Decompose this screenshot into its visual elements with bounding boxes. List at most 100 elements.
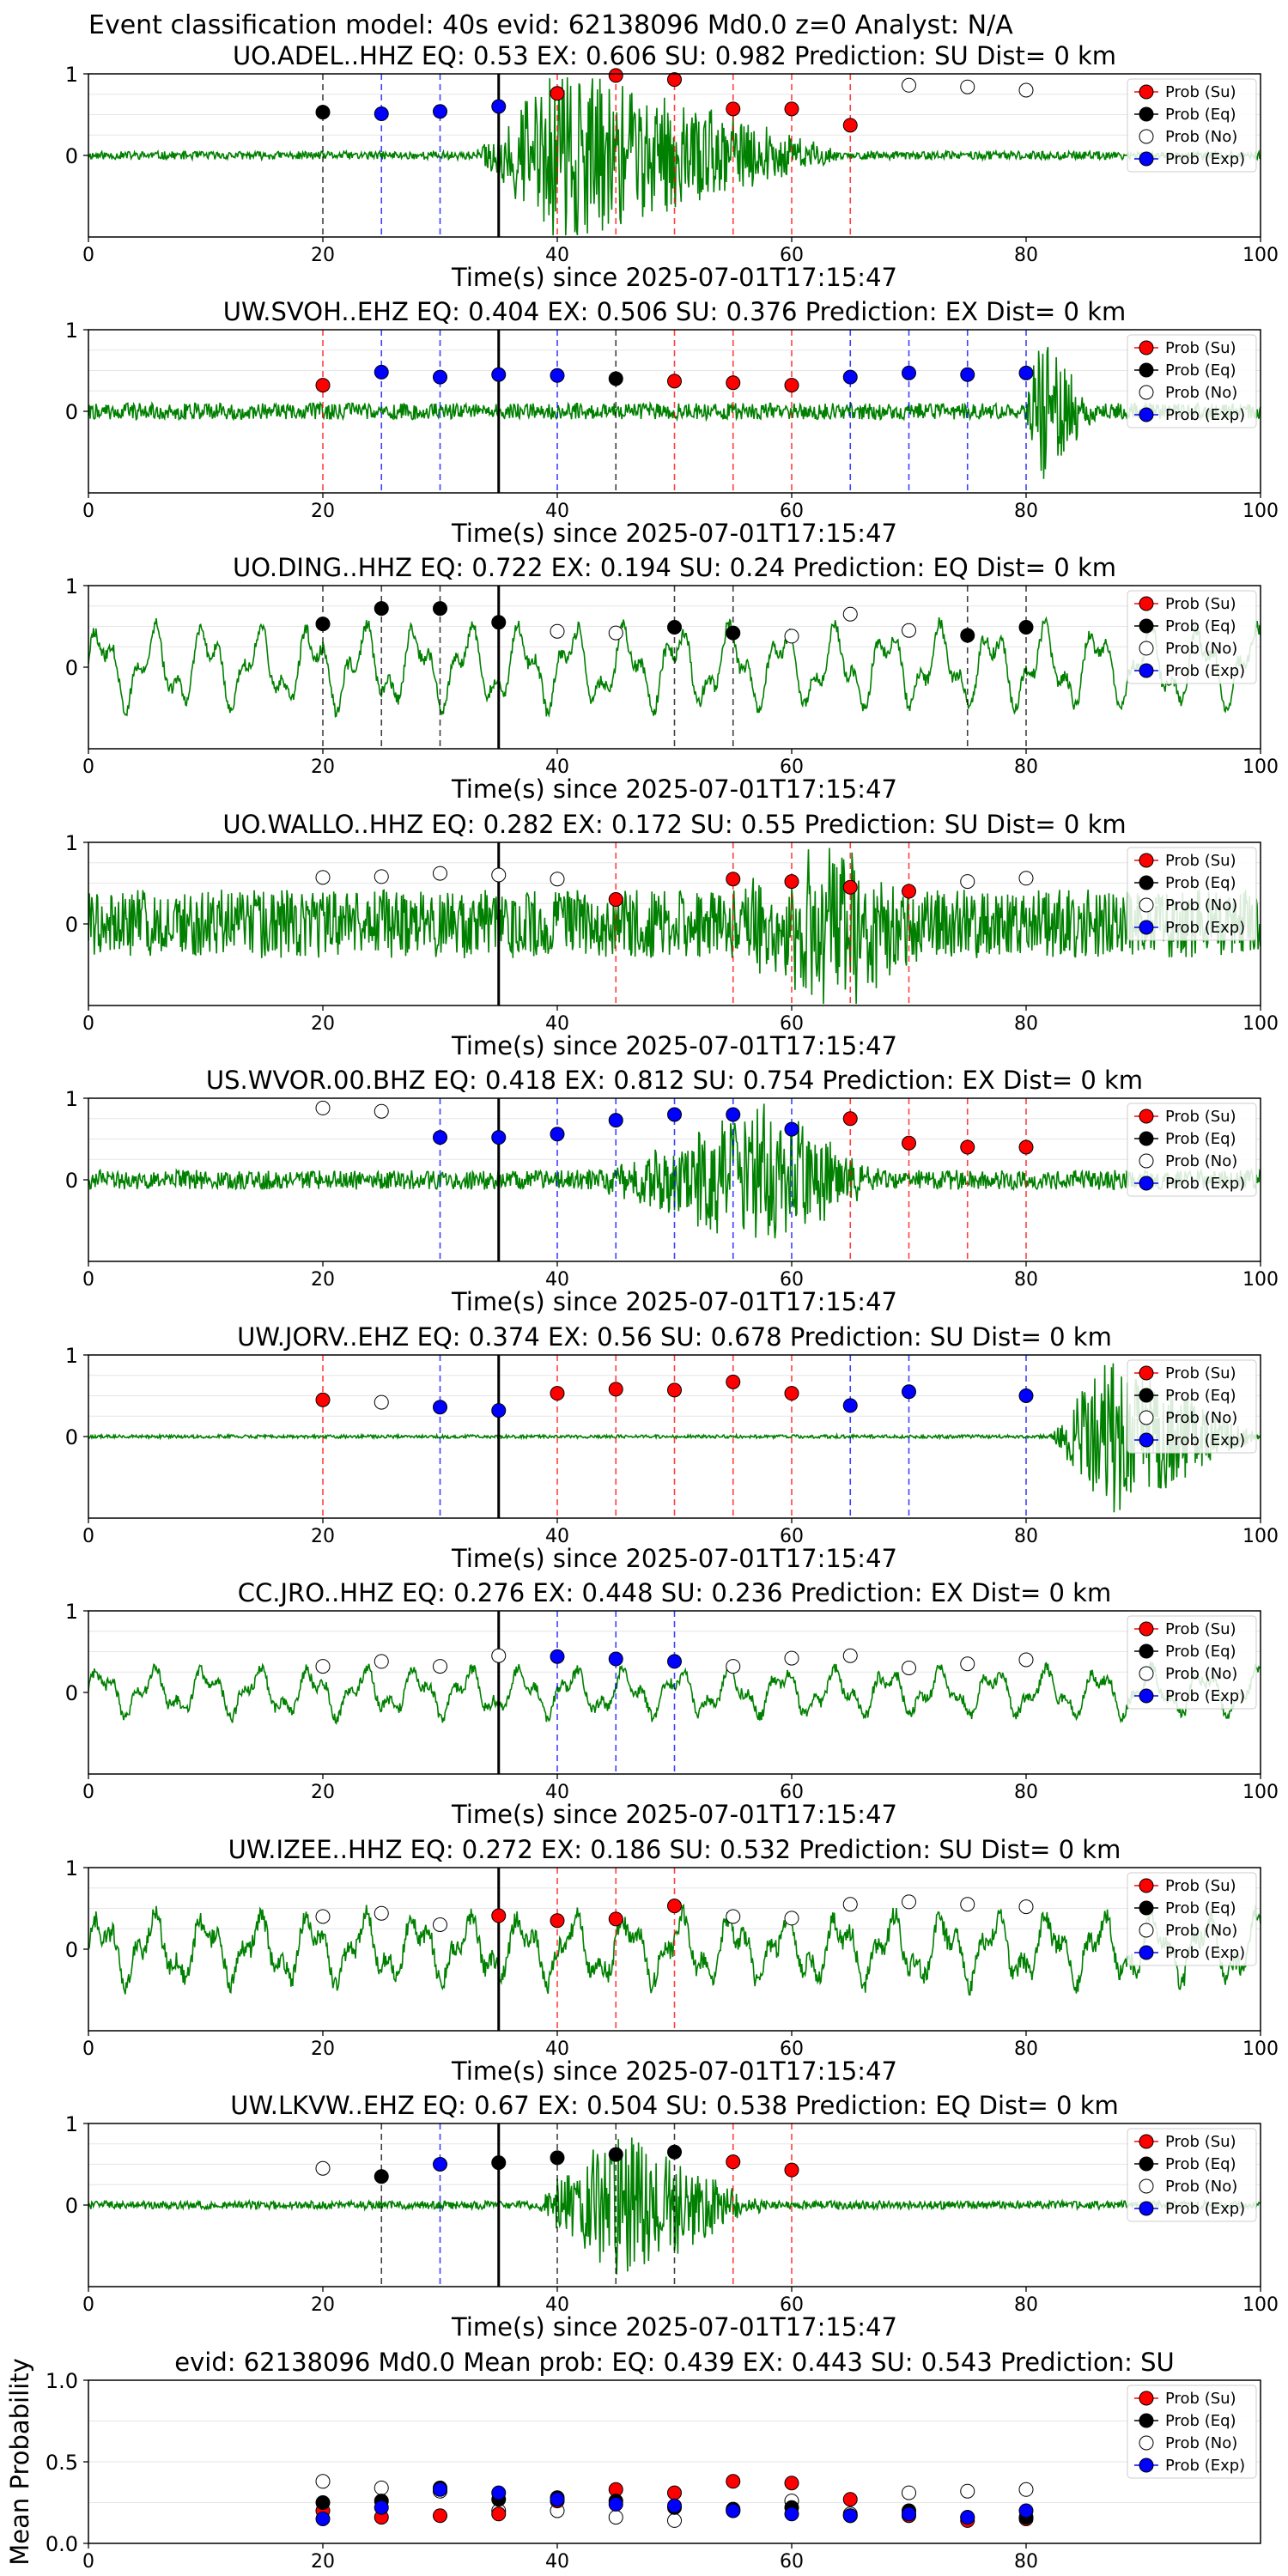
prob-point-su [608, 68, 623, 83]
prob-point-exp [1018, 365, 1034, 380]
legend-marker [1139, 129, 1154, 144]
y-tick-label: 0 [65, 913, 78, 937]
legend-label: Prob (No) [1165, 384, 1237, 402]
prob-point-eq [491, 615, 507, 630]
legend-label: Prob (No) [1165, 1152, 1237, 1170]
chart-panel: evid: 62138096 Md0.0 Mean prob: EQ: 0.43… [5, 2348, 1261, 2573]
x-tick-label: 20 [311, 2038, 335, 2060]
panel-title: US.WVOR.00.BHZ EQ: 0.418 EX: 0.812 SU: 0… [206, 1066, 1143, 1095]
prob-point-su [960, 1139, 975, 1155]
mean-point-exp [315, 2512, 331, 2526]
prob-point-no [784, 1911, 799, 1926]
legend-label: Prob (Eq) [1165, 1899, 1236, 1917]
prob-point-no [315, 870, 331, 885]
x-axis-label: Time(s) since 2025-07-01T17:15:47 [451, 1544, 897, 1573]
prob-point-eq [667, 619, 682, 635]
x-tick-label: 40 [545, 1782, 569, 1803]
mean-point-no [902, 2485, 916, 2500]
mean-point-no [315, 2474, 331, 2489]
prob-point-su [842, 879, 858, 895]
legend-marker [1139, 2201, 1154, 2216]
prob-point-exp [550, 1127, 565, 1142]
x-tick-label: 20 [311, 1782, 335, 1803]
x-tick-label: 40 [545, 2038, 569, 2060]
prob-point-su [667, 1899, 682, 1914]
prob-point-no [842, 1897, 858, 1912]
legend-marker [1139, 385, 1154, 400]
prob-point-exp [667, 1107, 682, 1122]
legend-label: Prob (No) [1165, 640, 1237, 658]
mean-point-exp [842, 2508, 858, 2524]
prob-point-su [726, 375, 741, 391]
prob-point-su [1018, 1139, 1034, 1155]
waveform-trace [88, 1103, 1261, 1239]
legend-label: Prob (Exp) [1165, 919, 1245, 937]
legend-marker [1139, 1410, 1154, 1425]
prob-point-su [491, 1908, 507, 1923]
prob-point-no [902, 1661, 916, 1675]
mean-point-exp [1018, 2503, 1034, 2518]
legend-label: Prob (No) [1165, 1665, 1237, 1683]
legend-marker [1139, 596, 1154, 611]
prob-point-no [1018, 1899, 1034, 1915]
prob-point-su [608, 1382, 623, 1397]
x-tick-label: 100 [1242, 501, 1279, 522]
legend-marker [1139, 853, 1154, 868]
mean-point-exp [902, 2506, 916, 2522]
prob-point-su [902, 884, 916, 899]
legend-marker [1139, 663, 1154, 678]
chart-panel: UO.WALLO..HHZ EQ: 0.282 EX: 0.172 SU: 0.… [65, 810, 1279, 1060]
y-tick-label: 0 [65, 144, 78, 168]
plot-frame [88, 1097, 1261, 1262]
prob-point-no [433, 1917, 447, 1932]
prob-point-eq [1018, 619, 1034, 635]
legend-label: Prob (Eq) [1165, 1643, 1236, 1661]
plot-frame [88, 585, 1261, 750]
mean-point-exp [491, 2485, 507, 2500]
x-tick-label: 20 [311, 1526, 335, 1547]
legend-label: Prob (Su) [1165, 2133, 1236, 2151]
panel-title: evid: 62138096 Md0.0 Mean prob: EQ: 0.43… [174, 2348, 1174, 2377]
y-tick-label: 1.0 [46, 2369, 78, 2393]
legend-label: Prob (No) [1165, 1409, 1237, 1427]
prob-point-exp [491, 1403, 507, 1419]
prob-point-su [315, 1392, 331, 1407]
x-tick-label: 60 [780, 501, 804, 522]
prob-point-no [1018, 1652, 1034, 1668]
prob-point-exp [374, 106, 389, 122]
legend-marker [1139, 1878, 1154, 1893]
x-axis-label: Time(s) since 2025-07-01T17:15:47 [451, 1287, 897, 1316]
x-tick-label: 60 [780, 1526, 804, 1547]
prob-point-exp [902, 1384, 916, 1400]
prob-point-su [726, 2154, 741, 2170]
panel-title: UW.JORV..EHZ EQ: 0.374 EX: 0.56 SU: 0.67… [237, 1322, 1112, 1352]
y-tick-label: 0 [65, 1425, 78, 1449]
prob-point-eq [374, 601, 389, 617]
x-tick-label: 0 [82, 501, 94, 522]
x-tick-label: 0 [82, 1013, 94, 1035]
prob-point-eq [726, 625, 741, 641]
chart-panel: UW.LKVW..EHZ EQ: 0.67 EX: 0.504 SU: 0.53… [65, 2091, 1279, 2342]
x-tick-label: 80 [1014, 1526, 1038, 1547]
prob-point-no [374, 869, 389, 884]
prob-point-exp [608, 1113, 623, 1128]
chart-panel: UW.SVOH..EHZ EQ: 0.404 EX: 0.506 SU: 0.3… [65, 297, 1279, 548]
x-tick-label: 0 [82, 245, 94, 266]
prob-point-no [433, 1659, 447, 1674]
x-tick-label: 40 [545, 1526, 569, 1547]
prob-point-no [550, 623, 565, 639]
legend-marker [1139, 920, 1154, 935]
prob-point-no [491, 867, 507, 883]
prob-point-no [315, 1100, 331, 1115]
legend-marker [1139, 1900, 1154, 1916]
x-tick-label: 80 [1014, 1782, 1038, 1803]
x-tick-label: 80 [1014, 501, 1038, 522]
prob-point-eq [315, 617, 331, 632]
prob-point-no [960, 1656, 975, 1672]
prob-point-no [784, 1650, 799, 1666]
prob-point-no [902, 623, 916, 638]
legend-box [1127, 1872, 1257, 1966]
x-tick-label: 20 [311, 2294, 335, 2316]
prob-point-no [726, 1909, 741, 1924]
plot-frame [88, 1354, 1261, 1519]
